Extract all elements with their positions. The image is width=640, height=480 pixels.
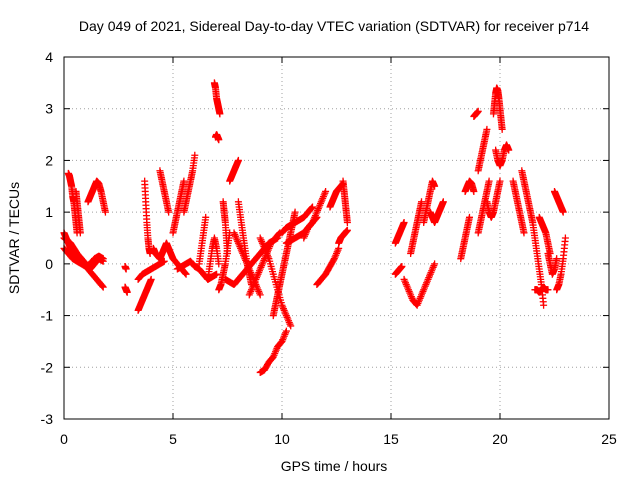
data-point-marker: [191, 151, 199, 159]
data-points: [60, 79, 569, 376]
y-tick-label: -2: [41, 359, 54, 375]
data-point-marker: [483, 125, 491, 133]
data-point-marker: [99, 257, 107, 265]
data-point-marker: [544, 286, 552, 294]
axis-ticks: 0 5 10 15 20 25 -3 -2 -1 0 1 2 3 4: [41, 49, 617, 447]
chart-title: Day 049 of 2021, Sidereal Day-to-day VTE…: [79, 18, 589, 34]
x-tick-label: 10: [274, 431, 290, 447]
data-point-marker: [202, 213, 210, 221]
data-point-marker: [282, 327, 290, 335]
data-point-marker: [343, 218, 351, 226]
data-point-marker: [122, 265, 130, 273]
data-point-marker: [465, 213, 473, 221]
data-point-marker: [322, 187, 330, 195]
plot-frame: [63, 56, 610, 420]
data-point-marker: [559, 208, 567, 216]
data-point-marker: [213, 270, 221, 278]
y-tick-label: 4: [45, 49, 53, 65]
data-point-marker: [418, 198, 426, 206]
data-point-marker: [553, 255, 561, 263]
data-point-marker: [99, 283, 107, 291]
data-point-marker: [256, 291, 264, 299]
data-point-marker: [215, 260, 223, 268]
y-axis-label: SDTVAR / TECUs: [6, 182, 22, 294]
y-tick-label: 2: [45, 152, 53, 168]
data-point-marker: [291, 208, 299, 216]
data-point-marker: [215, 136, 223, 144]
data-point-marker: [343, 226, 351, 234]
data-point-marker: [330, 256, 338, 264]
data-point-marker: [309, 203, 317, 211]
data-point-marker: [540, 301, 548, 309]
data-point-marker: [470, 187, 478, 195]
x-tick-label: 5: [169, 431, 177, 447]
data-point-marker: [234, 156, 242, 164]
x-tick-label: 20: [492, 431, 508, 447]
data-point-marker: [182, 270, 190, 278]
y-tick-label: 1: [45, 204, 53, 220]
data-point-marker: [160, 257, 168, 265]
data-point-marker: [520, 229, 528, 237]
data-point-marker: [216, 110, 224, 118]
data-point-marker: [398, 262, 406, 270]
data-point-marker: [181, 269, 189, 277]
data-point-marker: [431, 260, 439, 268]
y-tick-label: 0: [45, 256, 53, 272]
y-tick-label: -1: [41, 308, 54, 324]
data-point-marker: [287, 322, 295, 330]
data-point-marker: [498, 125, 506, 133]
data-point-marker: [485, 177, 493, 185]
data-point-marker: [431, 182, 439, 190]
data-point-marker: [400, 218, 408, 226]
data-point-marker: [561, 234, 569, 242]
data-point-marker: [147, 275, 155, 283]
data-point-marker: [496, 177, 504, 185]
x-tick-label: 15: [383, 431, 399, 447]
x-axis-label: GPS time / hours: [281, 458, 388, 474]
x-tick-label: 25: [601, 431, 617, 447]
data-point-marker: [224, 250, 231, 258]
data-point-marker: [474, 107, 482, 115]
data-point-marker: [505, 146, 513, 154]
y-tick-label: -3: [41, 411, 54, 427]
data-point-marker: [101, 208, 109, 216]
data-point-marker: [123, 288, 131, 296]
data-point-marker: [76, 229, 84, 237]
y-tick-label: 3: [45, 101, 53, 117]
data-point-marker: [99, 282, 107, 290]
x-tick-label: 0: [60, 431, 68, 447]
data-point-marker: [180, 177, 188, 185]
data-point-marker: [439, 198, 447, 206]
data-point-marker: [165, 208, 173, 216]
data-point-marker: [308, 204, 316, 212]
